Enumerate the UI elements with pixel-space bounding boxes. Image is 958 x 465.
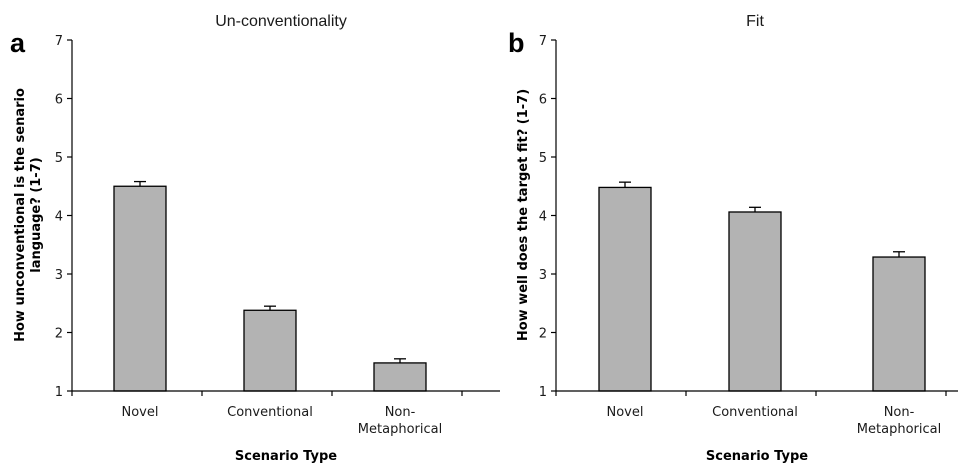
chart-title-b: Fit bbox=[746, 13, 764, 30]
y-tick-label: 1 bbox=[539, 385, 547, 400]
y-tick-label: 2 bbox=[539, 327, 547, 342]
bar-3 bbox=[872, 256, 926, 392]
y-tick-label: 7 bbox=[55, 34, 63, 49]
bar-1 bbox=[113, 185, 167, 392]
y-axis-title: How unconventional is the senario bbox=[13, 88, 28, 342]
bar-2 bbox=[243, 309, 297, 392]
y-tick-label: 3 bbox=[55, 268, 63, 283]
y-tick-label: 1 bbox=[55, 385, 63, 400]
y-tick-label: 6 bbox=[539, 93, 547, 108]
category-label: Non-Metaphorical bbox=[358, 405, 442, 437]
x-axis-title: Scenario Type bbox=[235, 449, 337, 464]
panel-letter-b: b bbox=[508, 28, 525, 58]
category-label: Novel bbox=[607, 405, 644, 420]
y-axis-title: How well does the target fit? (1-7) bbox=[516, 89, 531, 341]
y-axis-title: language? (1-7) bbox=[29, 157, 44, 272]
chart-panel-b: b Fit 1 2 3 4 5 6 7 Novel Conventional Non-Metaph… bbox=[508, 13, 958, 464]
bar-2 bbox=[728, 211, 782, 392]
y-tick-label: 6 bbox=[55, 93, 63, 108]
category-label: Non-Metaphorical bbox=[857, 405, 941, 437]
y-tick-label: 7 bbox=[539, 34, 547, 49]
x-axis-title: Scenario Type bbox=[706, 449, 808, 464]
y-tick-label: 4 bbox=[539, 210, 547, 225]
bar-1 bbox=[598, 186, 652, 392]
y-tick-label: 5 bbox=[539, 151, 547, 166]
y-tick-label: 4 bbox=[55, 210, 63, 225]
bar-3 bbox=[373, 362, 427, 392]
y-tick-label: 5 bbox=[55, 151, 63, 166]
y-tick-label: 3 bbox=[539, 268, 547, 283]
category-label: Novel bbox=[122, 405, 159, 420]
y-tick-label: 2 bbox=[55, 327, 63, 342]
category-label: Conventional bbox=[712, 405, 798, 420]
category-label: Conventional bbox=[227, 405, 313, 420]
chart-title-a: Un-conventionality bbox=[215, 13, 347, 30]
chart-panel-a: a Un-conventionality 1 2 3 4 5 6 7 Novel Convent… bbox=[10, 13, 500, 464]
panel-letter-a: a bbox=[10, 28, 26, 58]
